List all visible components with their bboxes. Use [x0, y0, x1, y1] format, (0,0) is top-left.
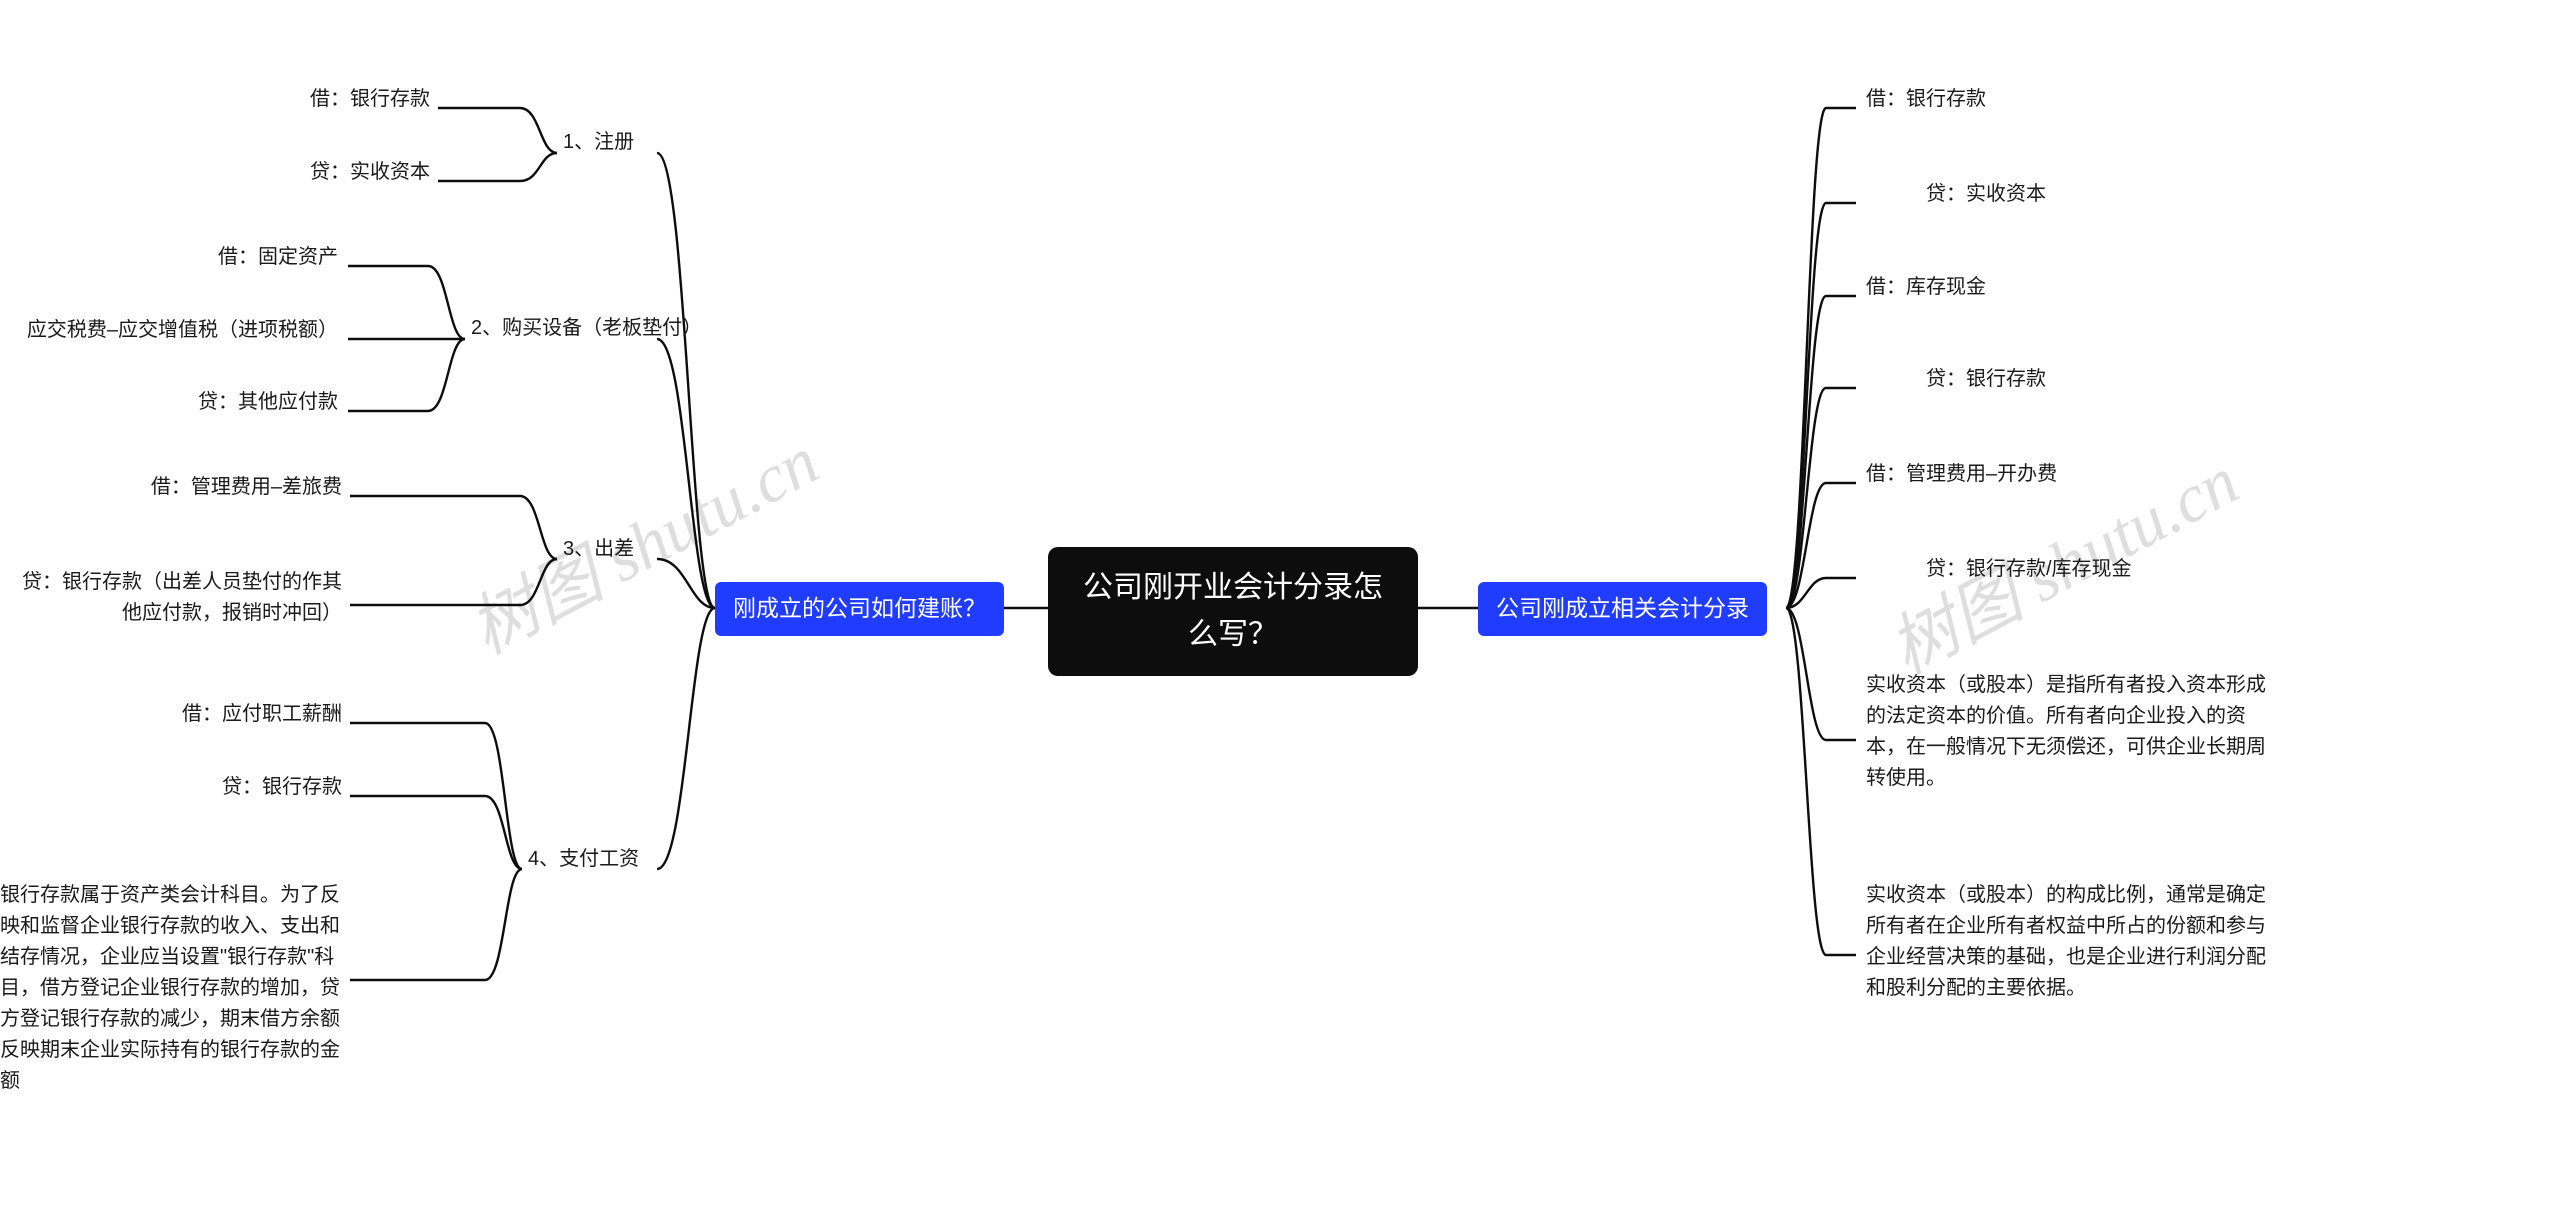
right-c7: 实收资本（或股本）的构成比例，通常是确定所有者在企业所有者权益中所占的份额和参与…: [1866, 880, 2276, 1004]
right-branch[interactable]: 公司刚成立相关会计分录: [1478, 582, 1767, 636]
right-c5: 贷：银行存款/库存现金: [1906, 554, 2132, 585]
mindmap-canvas: 树图 shutu.cn 树图 shutu.cn: [0, 0, 2560, 1217]
left-g2-label: 2、购买设备（老板垫付）: [471, 313, 702, 344]
right-c2: 借：库存现金: [1866, 272, 1986, 303]
left-branch[interactable]: 刚成立的公司如何建账？: [715, 582, 1004, 636]
left-g4-c0: 借：应付职工薪酬: [182, 699, 342, 730]
left-g1-c0: 借：银行存款: [310, 84, 430, 115]
right-c1: 贷：实收资本: [1906, 179, 2046, 210]
left-g4-c2: 银行存款属于资产类会计科目。为了反映和监督企业银行存款的收入、支出和结存情况，企…: [0, 880, 342, 1097]
right-c6: 实收资本（或股本）是指所有者投入资本形成的法定资本的价值。所有者向企业投入的资本…: [1866, 670, 2276, 794]
left-g2-c2: 贷：其他应付款: [198, 387, 338, 418]
left-g2-c0: 借：固定资产: [218, 242, 338, 273]
left-g3-c1: 贷：银行存款（出差人员垫付的作其他应付款，报销时冲回）: [22, 567, 342, 629]
left-g1-c1: 贷：实收资本: [310, 157, 430, 188]
left-g3-label: 3、出差: [563, 534, 634, 565]
left-g1-label: 1、注册: [563, 127, 634, 158]
root-node[interactable]: 公司刚开业会计分录怎么写？: [1048, 547, 1418, 676]
left-g4-label: 4、支付工资: [528, 844, 639, 875]
left-g2-c1: 应交税费–应交增值税（进项税额）: [27, 315, 338, 346]
right-c4: 借：管理费用–开办费: [1866, 459, 2057, 490]
left-g3-c0: 借：管理费用–差旅费: [151, 472, 342, 503]
right-c0: 借：银行存款: [1866, 84, 1986, 115]
left-g4-c1: 贷：银行存款: [222, 772, 342, 803]
right-c3: 贷：银行存款: [1906, 364, 2046, 395]
